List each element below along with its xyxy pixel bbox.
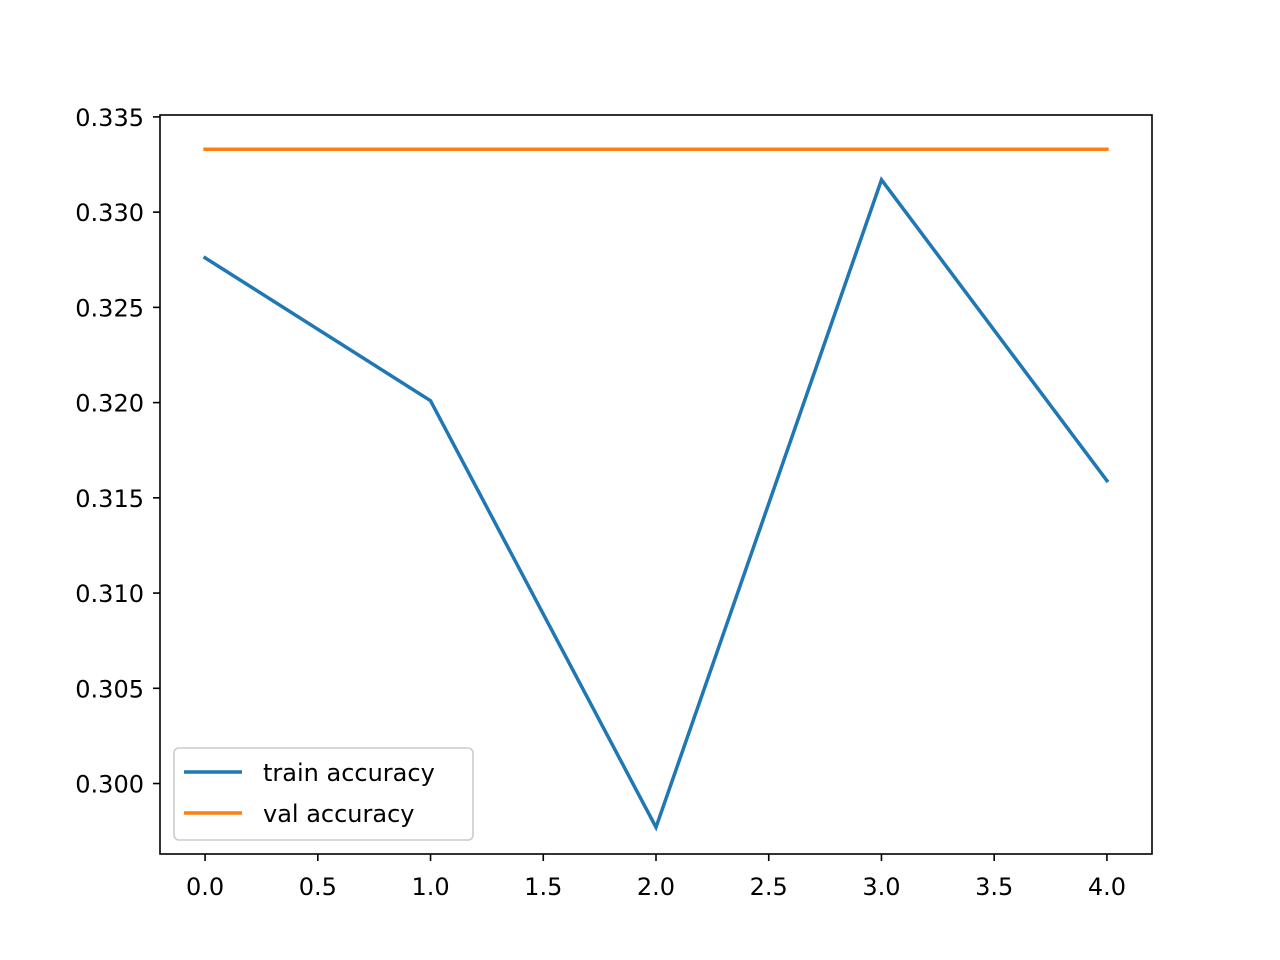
y-tick-label: 0.300	[75, 771, 144, 799]
y-tick-label: 0.310	[75, 580, 144, 608]
y-tick-label: 0.330	[75, 199, 144, 227]
y-tick-label: 0.325	[75, 294, 144, 322]
x-tick-label: 2.5	[750, 873, 788, 901]
y-axis: 0.300 0.305 0.310 0.315 0.320 0.325 0.330 0.335	[75, 104, 160, 799]
series-line-train-accuracy	[202, 176, 1110, 832]
x-tick-label: 1.5	[524, 873, 562, 901]
plot-area	[160, 115, 1152, 854]
x-tick-label: 0.0	[186, 873, 224, 901]
legend-label-val-accuracy: val accuracy	[263, 800, 415, 828]
x-tick-label: 0.5	[299, 873, 337, 901]
x-tick-label: 4.0	[1088, 873, 1126, 901]
x-tick-label: 1.0	[411, 873, 449, 901]
y-tick-label: 0.315	[75, 485, 144, 513]
legend-label-train-accuracy: train accuracy	[263, 759, 435, 787]
x-axis: 0.0 0.5 1.0 1.5 2.0 2.5 3.0 3.5 4.0	[186, 854, 1126, 901]
x-tick-label: 3.5	[975, 873, 1013, 901]
y-tick-label: 0.305	[75, 675, 144, 703]
series-layer	[202, 147, 1110, 832]
y-tick-label: 0.320	[75, 390, 144, 418]
x-tick-label: 3.0	[862, 873, 900, 901]
y-tick-label: 0.335	[75, 104, 144, 132]
x-tick-label: 2.0	[637, 873, 675, 901]
legend-box	[173, 747, 474, 841]
legend: train accuracy val accuracy	[173, 747, 474, 841]
